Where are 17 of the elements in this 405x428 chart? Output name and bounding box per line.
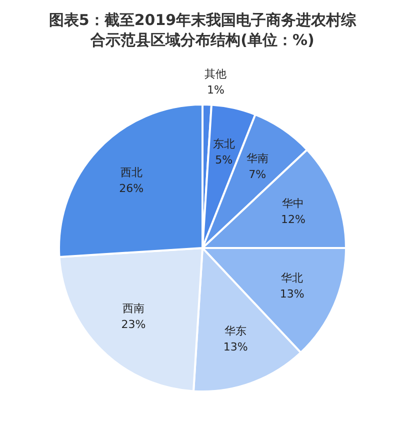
slice-label: 其他 [204, 67, 227, 80]
data-label: 12% [281, 212, 306, 226]
data-label: 7% [248, 168, 266, 182]
slice-label: 西北 [120, 166, 142, 180]
slice-label: 东北 [212, 138, 235, 151]
slice-label: 华北 [281, 272, 304, 285]
data-label: 1% [206, 83, 224, 96]
chart-title: 图表5：截至2019年末我国电子商务进农村综合示范县区域分布结构(单位：%) [48, 10, 358, 51]
data-label: 13% [223, 340, 248, 354]
data-label: 13% [280, 288, 304, 301]
slice-label: 华南 [246, 152, 268, 166]
data-label: 26% [119, 182, 144, 196]
data-label: 5% [215, 154, 233, 167]
data-label: 23% [121, 318, 146, 331]
slice-label: 华东 [224, 324, 247, 338]
slice-label: 华中 [282, 196, 304, 210]
slice-label: 西南 [122, 302, 144, 315]
